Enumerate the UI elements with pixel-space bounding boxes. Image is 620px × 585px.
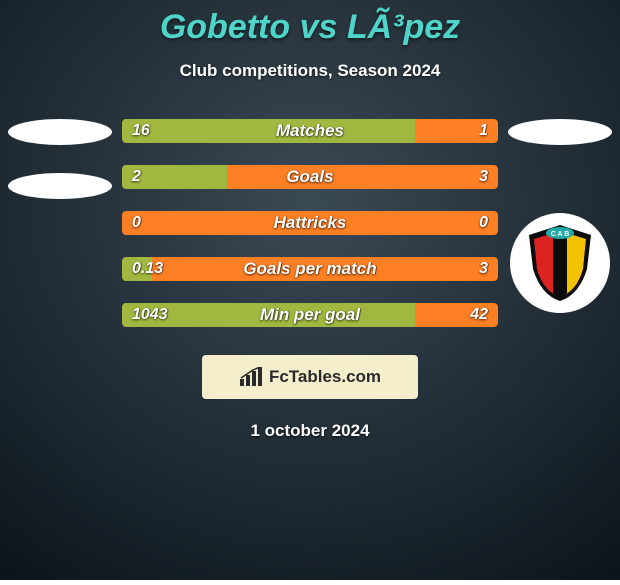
stat-right-value: 42 (470, 303, 488, 327)
stat-right-value: 0 (479, 211, 488, 235)
stats-bars: 16Matches1 2Goals3 0Hattricks0 0.13Goals pe… (120, 119, 500, 327)
fctables-bars-icon (239, 367, 263, 387)
left-placeholder-2 (8, 173, 112, 199)
stat-label: Min per goal (122, 303, 498, 327)
stat-right-value: 1 (479, 119, 488, 143)
stat-right-value: 3 (479, 165, 488, 189)
team-badge-icon: C A B (525, 223, 595, 303)
subtitle: Club competitions, Season 2024 (180, 61, 441, 81)
stat-label: Goals per match (122, 257, 498, 281)
team-badge: C A B (510, 213, 610, 313)
fctables-logo-text: FcTables.com (269, 367, 381, 387)
stat-label: Matches (122, 119, 498, 143)
stat-row: 0Hattricks0 (122, 211, 498, 235)
main-row: 16Matches1 2Goals3 0Hattricks0 0.13Goals pe… (0, 119, 620, 327)
stat-row: 0.13Goals per match3 (122, 257, 498, 281)
stat-label: Hattricks (122, 211, 498, 235)
stat-row: 1043Min per goal42 (122, 303, 498, 327)
fctables-logo[interactable]: FcTables.com (202, 355, 418, 399)
stat-label: Goals (122, 165, 498, 189)
left-side (0, 119, 120, 199)
right-side: C A B (500, 119, 620, 313)
stat-row: 2Goals3 (122, 165, 498, 189)
svg-text:C A B: C A B (551, 231, 570, 238)
stat-right-value: 3 (479, 257, 488, 281)
content-root: Gobetto vs LÃ³pez Club competitions, Sea… (0, 0, 620, 580)
right-placeholder-1 (508, 119, 612, 145)
page-title: Gobetto vs LÃ³pez (160, 8, 460, 47)
stat-row: 16Matches1 (122, 119, 498, 143)
left-placeholder-1 (8, 119, 112, 145)
generated-date: 1 october 2024 (250, 421, 369, 441)
